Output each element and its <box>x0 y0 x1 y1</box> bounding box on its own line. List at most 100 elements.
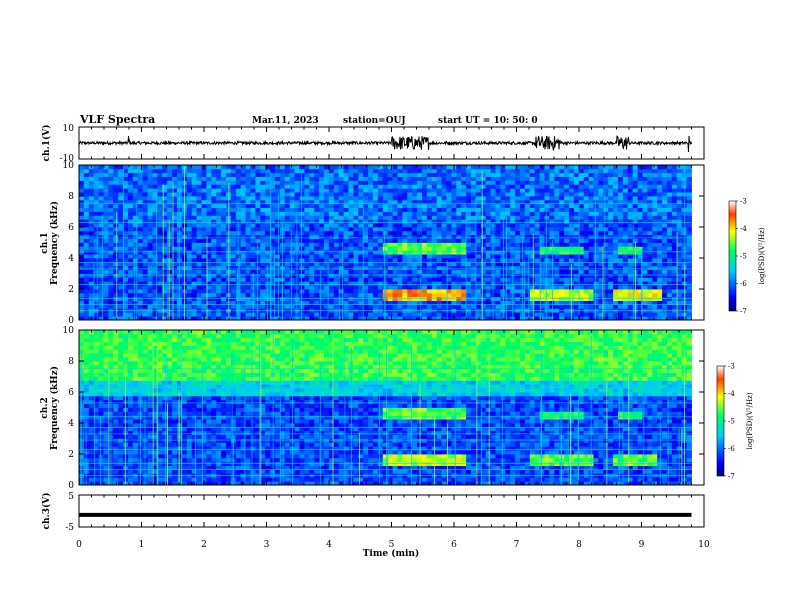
spectrogram-cell <box>304 289 310 294</box>
spectrogram-cell <box>578 196 585 201</box>
spectrogram-cell <box>275 207 281 212</box>
spectrogram-cell <box>583 261 589 267</box>
spectrogram-cell <box>618 250 624 255</box>
spectrogram-cell <box>657 219 663 224</box>
spectrogram-cell <box>446 234 452 240</box>
spectrogram-cell <box>113 234 119 240</box>
spectrogram-cell <box>201 304 207 309</box>
spectrogram-cell <box>172 273 178 278</box>
spectrogram-cell <box>211 250 217 255</box>
spectrogram-cell <box>196 230 202 236</box>
spectrogram-cell <box>358 168 364 174</box>
spectrogram-cell <box>520 230 526 236</box>
spectrogram-cell <box>206 168 212 174</box>
spectrogram-cell <box>373 199 379 205</box>
spectrogram-cell <box>417 196 423 201</box>
spectrogram-cell <box>559 246 565 251</box>
spectrogram-cell <box>642 296 648 302</box>
spectrogram-cell <box>613 281 619 286</box>
spectrogram-cell <box>162 281 168 286</box>
spectrogram-cell <box>559 285 565 290</box>
spectrogram-cell <box>284 312 291 317</box>
spectrogram-cell <box>392 277 398 282</box>
spectrogram-cell <box>637 250 643 255</box>
spectrogram-cell <box>319 192 325 197</box>
spectrogram-cell <box>245 316 251 321</box>
spectrogram-cell <box>338 285 344 290</box>
spectrogram-cell <box>397 312 403 317</box>
spectrogram-cell <box>333 242 340 247</box>
spectrogram-cell <box>343 238 349 243</box>
spectrogram-cell <box>348 211 354 216</box>
spectrogram-cell <box>206 234 212 240</box>
spectrogram-cell <box>162 316 168 321</box>
spectrogram-cell <box>157 168 163 174</box>
spectrogram-cell <box>466 176 472 181</box>
spectrogram-cell <box>79 258 85 263</box>
spectrogram-cell <box>309 176 315 181</box>
spectrogram-cell <box>534 265 540 271</box>
spectrogram-cell <box>662 184 668 189</box>
spectrogram-cell <box>186 238 193 243</box>
spectrogram-cell <box>637 180 643 185</box>
spectrogram-cell <box>461 234 467 240</box>
spectrogram-cell <box>314 227 320 232</box>
spectrogram-cell <box>618 281 624 286</box>
spectrogram-cell <box>652 265 658 271</box>
spectrogram-cell <box>240 312 246 317</box>
station-label: station=OUJ <box>343 116 406 126</box>
spectrogram-cell <box>343 184 349 189</box>
spectrogram-cell <box>667 269 673 274</box>
spectrogram-cell <box>446 172 452 178</box>
spectrogram-cell <box>343 316 349 321</box>
spectrogram-cell <box>426 300 433 305</box>
spectrogram-cell <box>270 176 276 181</box>
spectrogram-cell <box>392 300 398 305</box>
spectrogram-cell <box>333 258 340 263</box>
spectrogram-cell <box>642 188 648 193</box>
spectrogram-cell <box>324 188 330 193</box>
spectrogram-cell <box>642 273 648 278</box>
spectrogram-cell <box>358 254 364 259</box>
spectrogram-cell <box>162 180 168 185</box>
spectrogram-cell <box>637 207 643 212</box>
spectrogram-cell <box>652 165 658 170</box>
spectrogram-cell <box>382 254 389 259</box>
spectrogram-cell <box>319 199 325 205</box>
spectrogram-cell <box>319 296 325 302</box>
spectrogram-cell <box>549 223 555 228</box>
spectrogram-cell <box>377 172 384 178</box>
spectrogram-cell <box>128 165 134 170</box>
figure-title: VLF Spectra <box>79 113 155 126</box>
spectrogram-cell <box>118 234 124 240</box>
spectrogram-cell <box>471 165 477 170</box>
spectrogram-cell <box>324 215 330 220</box>
spectrogram-cell <box>456 223 462 228</box>
spectrogram-cell <box>186 223 193 228</box>
spectrogram-cell <box>260 234 266 240</box>
spectrogram-cell <box>83 277 90 282</box>
spectrogram-cell <box>314 176 320 181</box>
spectrogram-cell <box>324 227 330 232</box>
spectrogram-cell <box>152 211 158 216</box>
spectrogram-cell <box>270 258 276 263</box>
spectrogram-cell <box>554 246 560 251</box>
spectrogram-cell <box>221 172 227 178</box>
spectrogram-cell <box>608 234 614 240</box>
spectrogram-cell <box>206 269 212 274</box>
spectrogram-cell <box>524 184 531 189</box>
spectrogram-cell <box>652 250 658 255</box>
spectrogram-cell <box>593 223 599 228</box>
spectrogram-cell <box>319 168 325 174</box>
spectrogram-cell <box>128 258 134 263</box>
spectrogram-cell <box>79 199 85 205</box>
spectrogram-cell <box>422 300 428 305</box>
spectrogram-cell <box>613 269 619 274</box>
spectrogram-cell <box>230 184 237 189</box>
spectrogram-cell <box>407 258 413 263</box>
spectrogram-cell <box>593 273 599 278</box>
spectrogram-cell <box>201 227 207 232</box>
spectrogram-cell <box>480 304 487 309</box>
spectrogram-cell <box>186 292 193 298</box>
spectrogram-cell <box>392 192 398 197</box>
